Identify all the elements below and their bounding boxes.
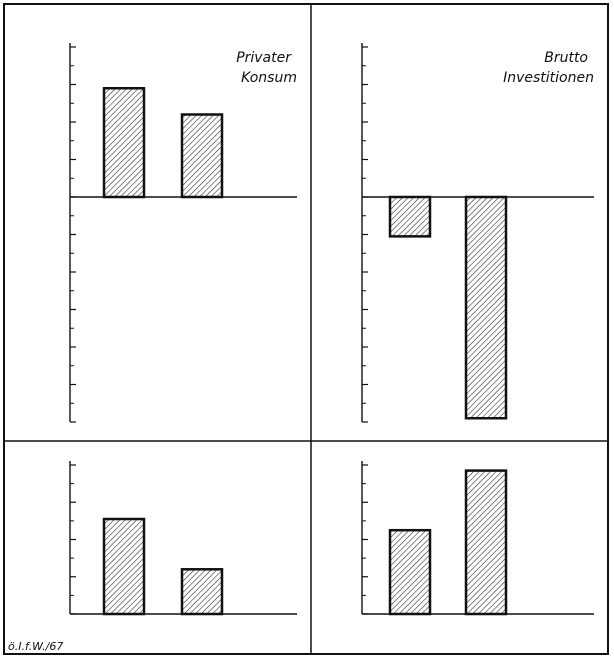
bar [102,87,146,199]
panel-title-line2: Konsum [241,70,297,86]
figure-note: ö.I.f.W./67 [8,640,63,653]
panel-title-line1: Privater [236,50,292,66]
bar [388,528,432,616]
panel-brutto-investitionen: Brutto Investitionen [361,43,594,423]
bar [102,517,146,616]
bar [464,469,508,616]
bar [464,195,508,420]
bar [180,113,224,199]
bar [388,195,432,238]
panel-import [361,461,594,616]
panel-privater-konsum: Privater Konsum [69,43,297,423]
figure-frame [3,3,609,655]
panel-title-line2: Investitionen [503,70,594,86]
bar [180,568,224,616]
panel-export [69,461,297,616]
panel-title-line1: Brutto [544,50,588,66]
